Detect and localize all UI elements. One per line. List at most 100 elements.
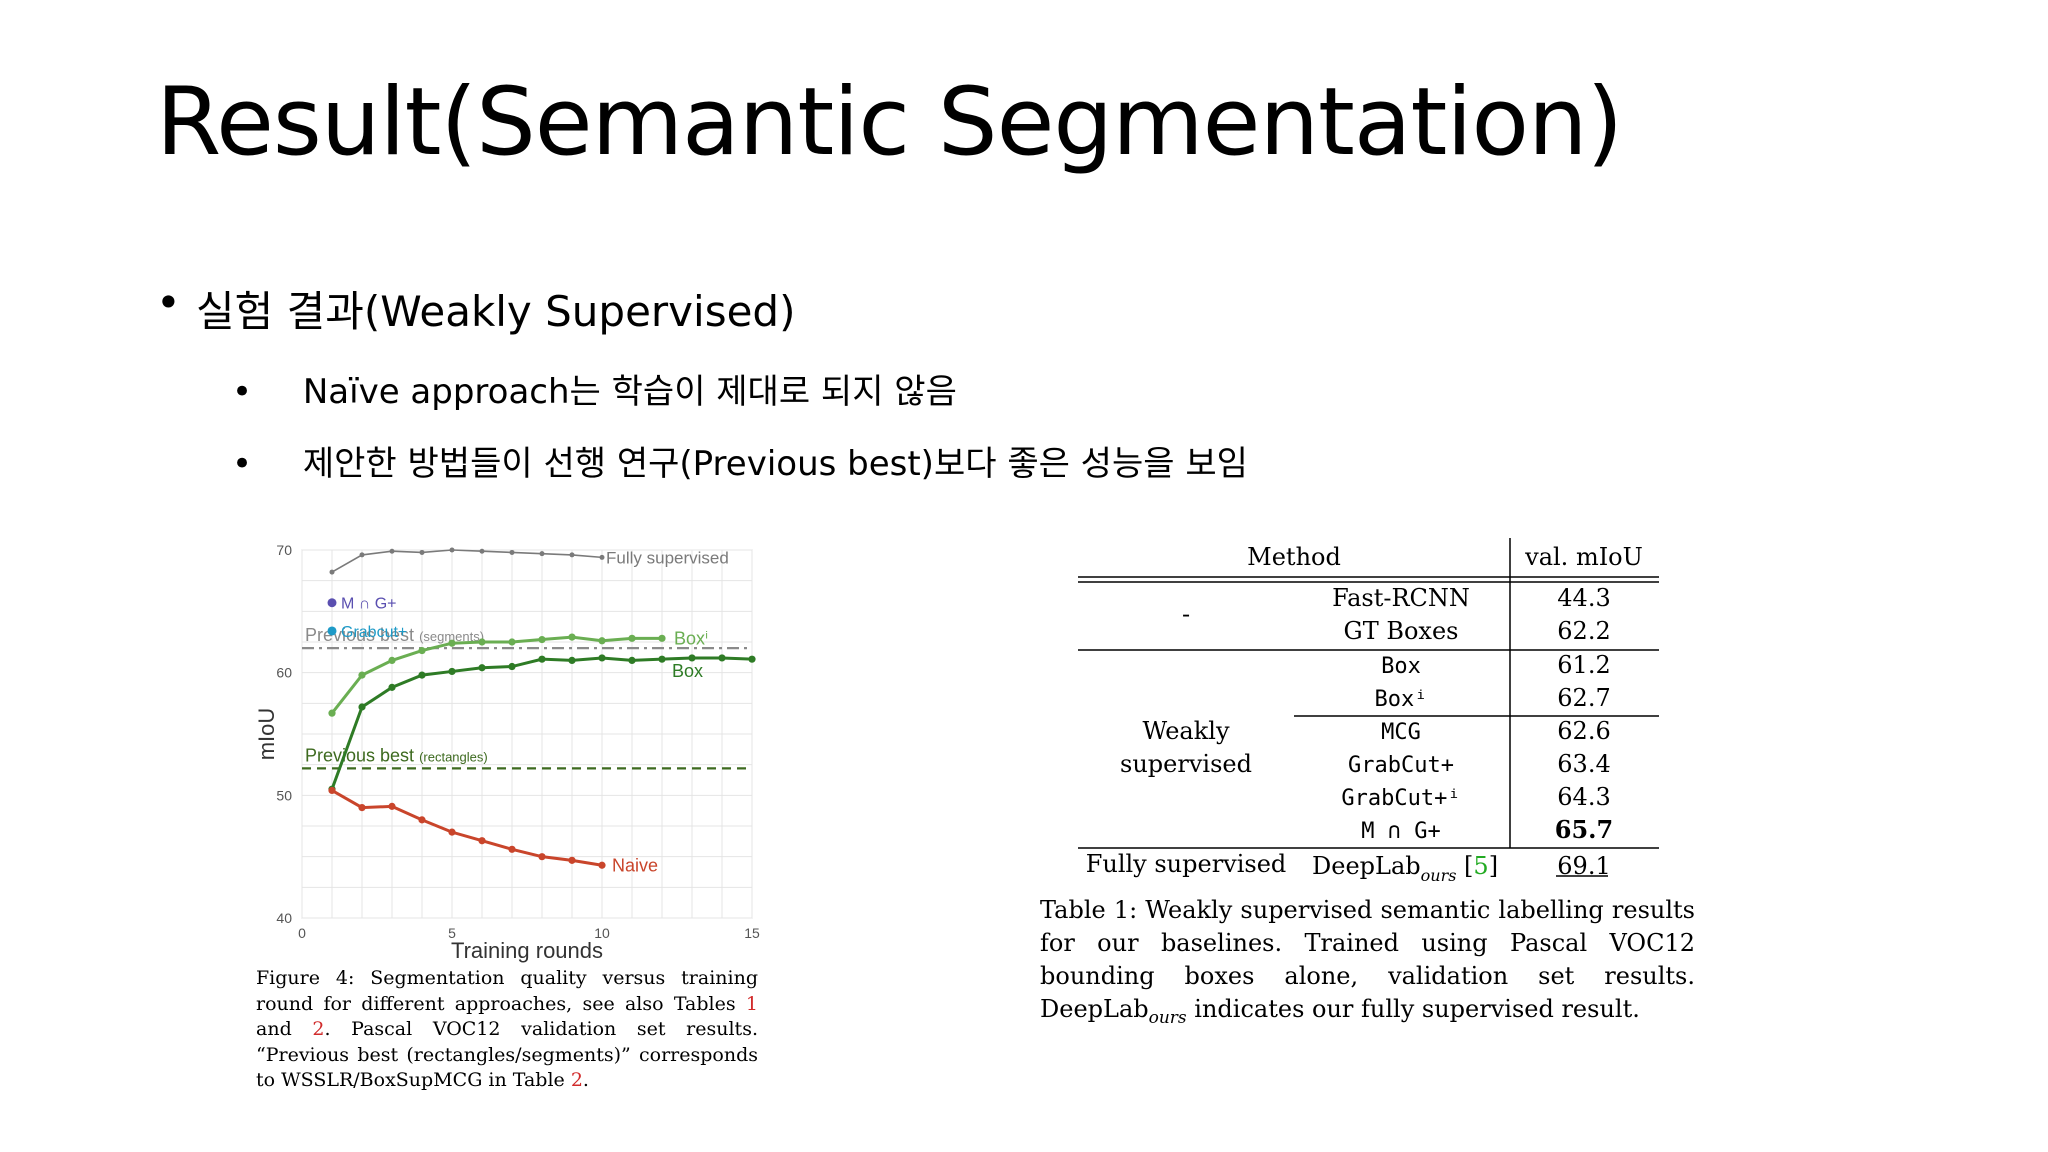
table-cell-value: 65.7: [1555, 815, 1613, 844]
data-point: [628, 656, 636, 664]
table-cell-method: Boxⁱ: [1375, 687, 1428, 712]
bullet-dot: •: [156, 278, 181, 327]
data-point: [599, 554, 605, 560]
table-caption: Table 1: Weakly supervised semantic labe…: [1040, 894, 1695, 1035]
data-point: [569, 552, 575, 558]
bullet-text: 제안한 방법들이 선행 연구(Previous best)보다 좋은 성능을 보…: [302, 444, 1248, 484]
reference-line-label-main: Previous best: [305, 745, 419, 765]
data-point: [538, 853, 546, 861]
table-caption-text: indicates our fully supervised result.: [1186, 995, 1640, 1023]
table-cell-value: 62.6: [1557, 717, 1610, 745]
table-cell-method: M ∩ G+: [1361, 819, 1440, 844]
series-line: [331, 549, 603, 573]
table-ref-link[interactable]: 1: [745, 992, 758, 1015]
figure-caption-text: . Pascal VOC12 validation set results. “…: [256, 1018, 758, 1091]
table-caption-subscript: ours: [1148, 1007, 1187, 1028]
table-ref-link[interactable]: 2: [312, 1018, 325, 1040]
x-tick-label: 0: [298, 925, 306, 941]
data-point: [538, 635, 546, 644]
y-tick-label: 50: [276, 787, 292, 803]
table-cell-value: 44.3: [1557, 584, 1610, 612]
data-point: [358, 804, 366, 812]
data-point: [449, 547, 455, 553]
bullet-level2-proposed: • 제안한 방법들이 선행 연구(Previous best)보다 좋은 성능을…: [232, 436, 1248, 485]
figure-caption-text: .: [582, 1069, 589, 1091]
data-point: [598, 654, 606, 662]
data-point: [388, 802, 396, 810]
series-line: [331, 789, 603, 867]
table-group-weak: supervised: [1120, 750, 1252, 778]
bullet-dot: •: [232, 372, 253, 412]
data-point: [329, 569, 335, 575]
series-label: Naive: [612, 855, 658, 875]
table-cell-value: 62.2: [1557, 617, 1610, 645]
data-point: [718, 654, 726, 662]
data-point: [418, 646, 426, 655]
training-rounds-chart: 0 5 10 15 40 50 60 70 Training rounds mIoU Previou…: [254, 542, 760, 963]
table-header-method: Method: [1247, 543, 1341, 571]
data-point: [598, 861, 606, 869]
table-cell-method-bracket: [: [1456, 852, 1473, 880]
legend-label: M ∩ G+: [341, 596, 397, 613]
table-ref-link[interactable]: 2: [570, 1069, 583, 1091]
series-label: Fully supervised: [606, 548, 729, 567]
table-cell-method: MCG: [1381, 720, 1421, 745]
data-point: [688, 654, 696, 662]
reference-line-label: Previous best (rectangles): [305, 745, 488, 765]
data-point: [328, 709, 336, 717]
table-group-none: -: [1182, 600, 1190, 628]
y-tick-label: 60: [276, 665, 292, 681]
bullet-level2-naive: • Naïve approach는 학습이 제대로 되지 않음: [232, 364, 957, 413]
data-point: [388, 656, 396, 664]
data-point: [448, 667, 456, 676]
bullet-text: Naïve approach는 학습이 제대로 되지 않음: [302, 372, 957, 412]
data-point: [479, 548, 485, 554]
table-cell-value: 63.4: [1557, 750, 1610, 778]
table-group-weak: Weakly: [1143, 717, 1230, 745]
slide-title: Result(Semantic Segmentation): [156, 68, 1623, 177]
series-line: [330, 635, 662, 715]
bullet-level1: • 실험 결과(Weakly Supervised): [156, 278, 795, 339]
table-cell-method: GT Boxes: [1344, 617, 1459, 645]
series-label: Box: [672, 661, 703, 681]
data-point: [358, 671, 366, 679]
data-point: [448, 828, 456, 836]
data-point: [388, 683, 396, 691]
data-point: [448, 639, 456, 647]
x-tick-label: 5: [448, 925, 456, 941]
table-cell-method-ref: 5: [1473, 852, 1488, 880]
figure-caption-text: Figure 4: Segmentation quality versus tr…: [256, 967, 758, 1015]
data-point: [568, 656, 576, 664]
table-cell-value: 64.3: [1557, 783, 1610, 811]
table-group-full: Fully supervised: [1086, 850, 1287, 878]
data-point: [418, 816, 426, 824]
x-axis-label: Training rounds: [451, 938, 603, 963]
reference-line-label-small: (segments): [419, 629, 484, 644]
legend-marker: [327, 626, 337, 636]
legend-label: Grabcut+: [341, 624, 407, 641]
y-axis-label: mIoU: [254, 708, 279, 761]
y-tick-label: 70: [276, 542, 292, 558]
data-point: [508, 662, 516, 671]
table-header-value: val. mIoU: [1524, 543, 1643, 571]
table-cell-method: Box: [1381, 654, 1421, 679]
data-point: [359, 552, 365, 558]
table-caption-text: Table 1: Weakly supervised semantic labe…: [1040, 896, 1695, 1023]
x-tick-label: 10: [594, 925, 610, 941]
data-point: [478, 638, 486, 646]
table-cell-method-bracket: ]: [1489, 852, 1498, 880]
data-point: [538, 655, 546, 663]
data-point: [358, 703, 366, 711]
data-point: [508, 845, 516, 853]
data-point: [478, 664, 486, 672]
data-point: [598, 637, 606, 645]
bullet-text: 실험 결과(Weakly Supervised): [196, 287, 796, 336]
data-point: [539, 551, 545, 557]
y-tick-label: 40: [276, 910, 292, 926]
data-point: [328, 786, 336, 795]
data-point: [419, 549, 425, 555]
table-cell-value: 61.2: [1557, 651, 1610, 679]
data-point: [418, 671, 426, 679]
data-point: [658, 655, 666, 663]
table-cell-method: GrabCut+: [1348, 753, 1454, 778]
